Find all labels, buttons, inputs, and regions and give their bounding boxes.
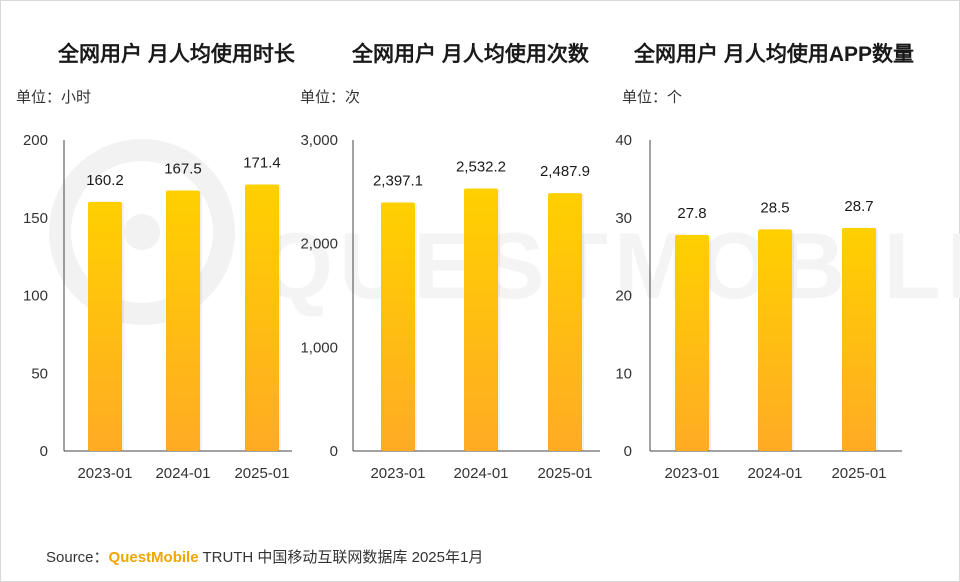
data-label: 160.2 — [86, 172, 124, 189]
unit-label-duration: 单位：小时 — [16, 89, 92, 106]
y-tick-label: 10 — [615, 365, 632, 382]
y-tick-label: 150 — [23, 210, 48, 227]
data-label: 2,532.2 — [456, 158, 506, 175]
data-label: 27.8 — [677, 205, 706, 222]
chart-panel-1: 0 1,000 2,000 3,000 2,397.1 2023-01 2,532.2 202… — [300, 132, 600, 482]
bar — [381, 202, 415, 451]
bar — [842, 227, 876, 451]
bar — [166, 190, 200, 451]
chart-panel-2: 0 10 20 30 40 27.8 2023-01 28.5 2024-01 28.7 2025-… — [615, 132, 902, 482]
source-prefix: Source： — [46, 549, 109, 566]
x-tick-label: 2023-01 — [664, 465, 719, 482]
data-label: 171.4 — [243, 154, 281, 171]
x-tick-label: 2025-01 — [537, 465, 592, 482]
bar — [88, 201, 122, 451]
bar — [245, 184, 279, 451]
x-tick-label: 2025-01 — [831, 465, 886, 482]
y-tick-label: 40 — [615, 132, 632, 149]
data-label: 2,487.9 — [540, 163, 590, 180]
chart-panel-0: 0 50 100 150 200 160.2 2023-01 167.5 2024-01 171.… — [23, 132, 292, 482]
data-label: 167.5 — [164, 161, 202, 178]
x-tick-label: 2024-01 — [155, 465, 210, 482]
source-note: Source：QuestMobile TRUTH 中国移动互联网数据库 2025… — [46, 546, 483, 567]
data-label: 28.7 — [844, 198, 873, 215]
y-tick-label: 0 — [40, 443, 48, 460]
y-tick-label: 0 — [624, 443, 632, 460]
y-tick-label: 1,000 — [300, 339, 338, 356]
bar — [675, 234, 709, 451]
chart-title-duration: 全网用户 月人均使用时长 — [58, 43, 295, 66]
chart-title-sessions: 全网用户 月人均使用次数 — [352, 43, 589, 66]
unit-label-sessions: 单位：次 — [300, 89, 361, 106]
chart-title-app-count: 全网用户 月人均使用APP数量 — [634, 43, 915, 66]
y-tick-label: 50 — [31, 365, 48, 382]
x-tick-label: 2023-01 — [77, 465, 132, 482]
x-tick-label: 2025-01 — [234, 465, 289, 482]
bar — [548, 193, 582, 451]
data-label: 2,397.1 — [373, 173, 423, 190]
x-tick-label: 2024-01 — [453, 465, 508, 482]
y-tick-label: 3,000 — [300, 132, 338, 149]
y-tick-label: 20 — [615, 288, 632, 305]
x-tick-label: 2023-01 — [370, 465, 425, 482]
source-text: TRUTH 中国移动互联网数据库 2025年1月 — [198, 549, 484, 566]
y-tick-label: 200 — [23, 132, 48, 149]
x-tick-label: 2024-01 — [747, 465, 802, 482]
y-tick-label: 0 — [330, 443, 338, 460]
data-label: 28.5 — [760, 199, 789, 216]
y-tick-label: 30 — [615, 210, 632, 227]
unit-label-app-count: 单位：个 — [622, 89, 683, 106]
y-tick-label: 100 — [23, 288, 48, 305]
source-brand: QuestMobile — [108, 549, 199, 566]
bar — [758, 229, 792, 451]
y-tick-label: 2,000 — [300, 236, 338, 253]
bar — [464, 188, 498, 451]
